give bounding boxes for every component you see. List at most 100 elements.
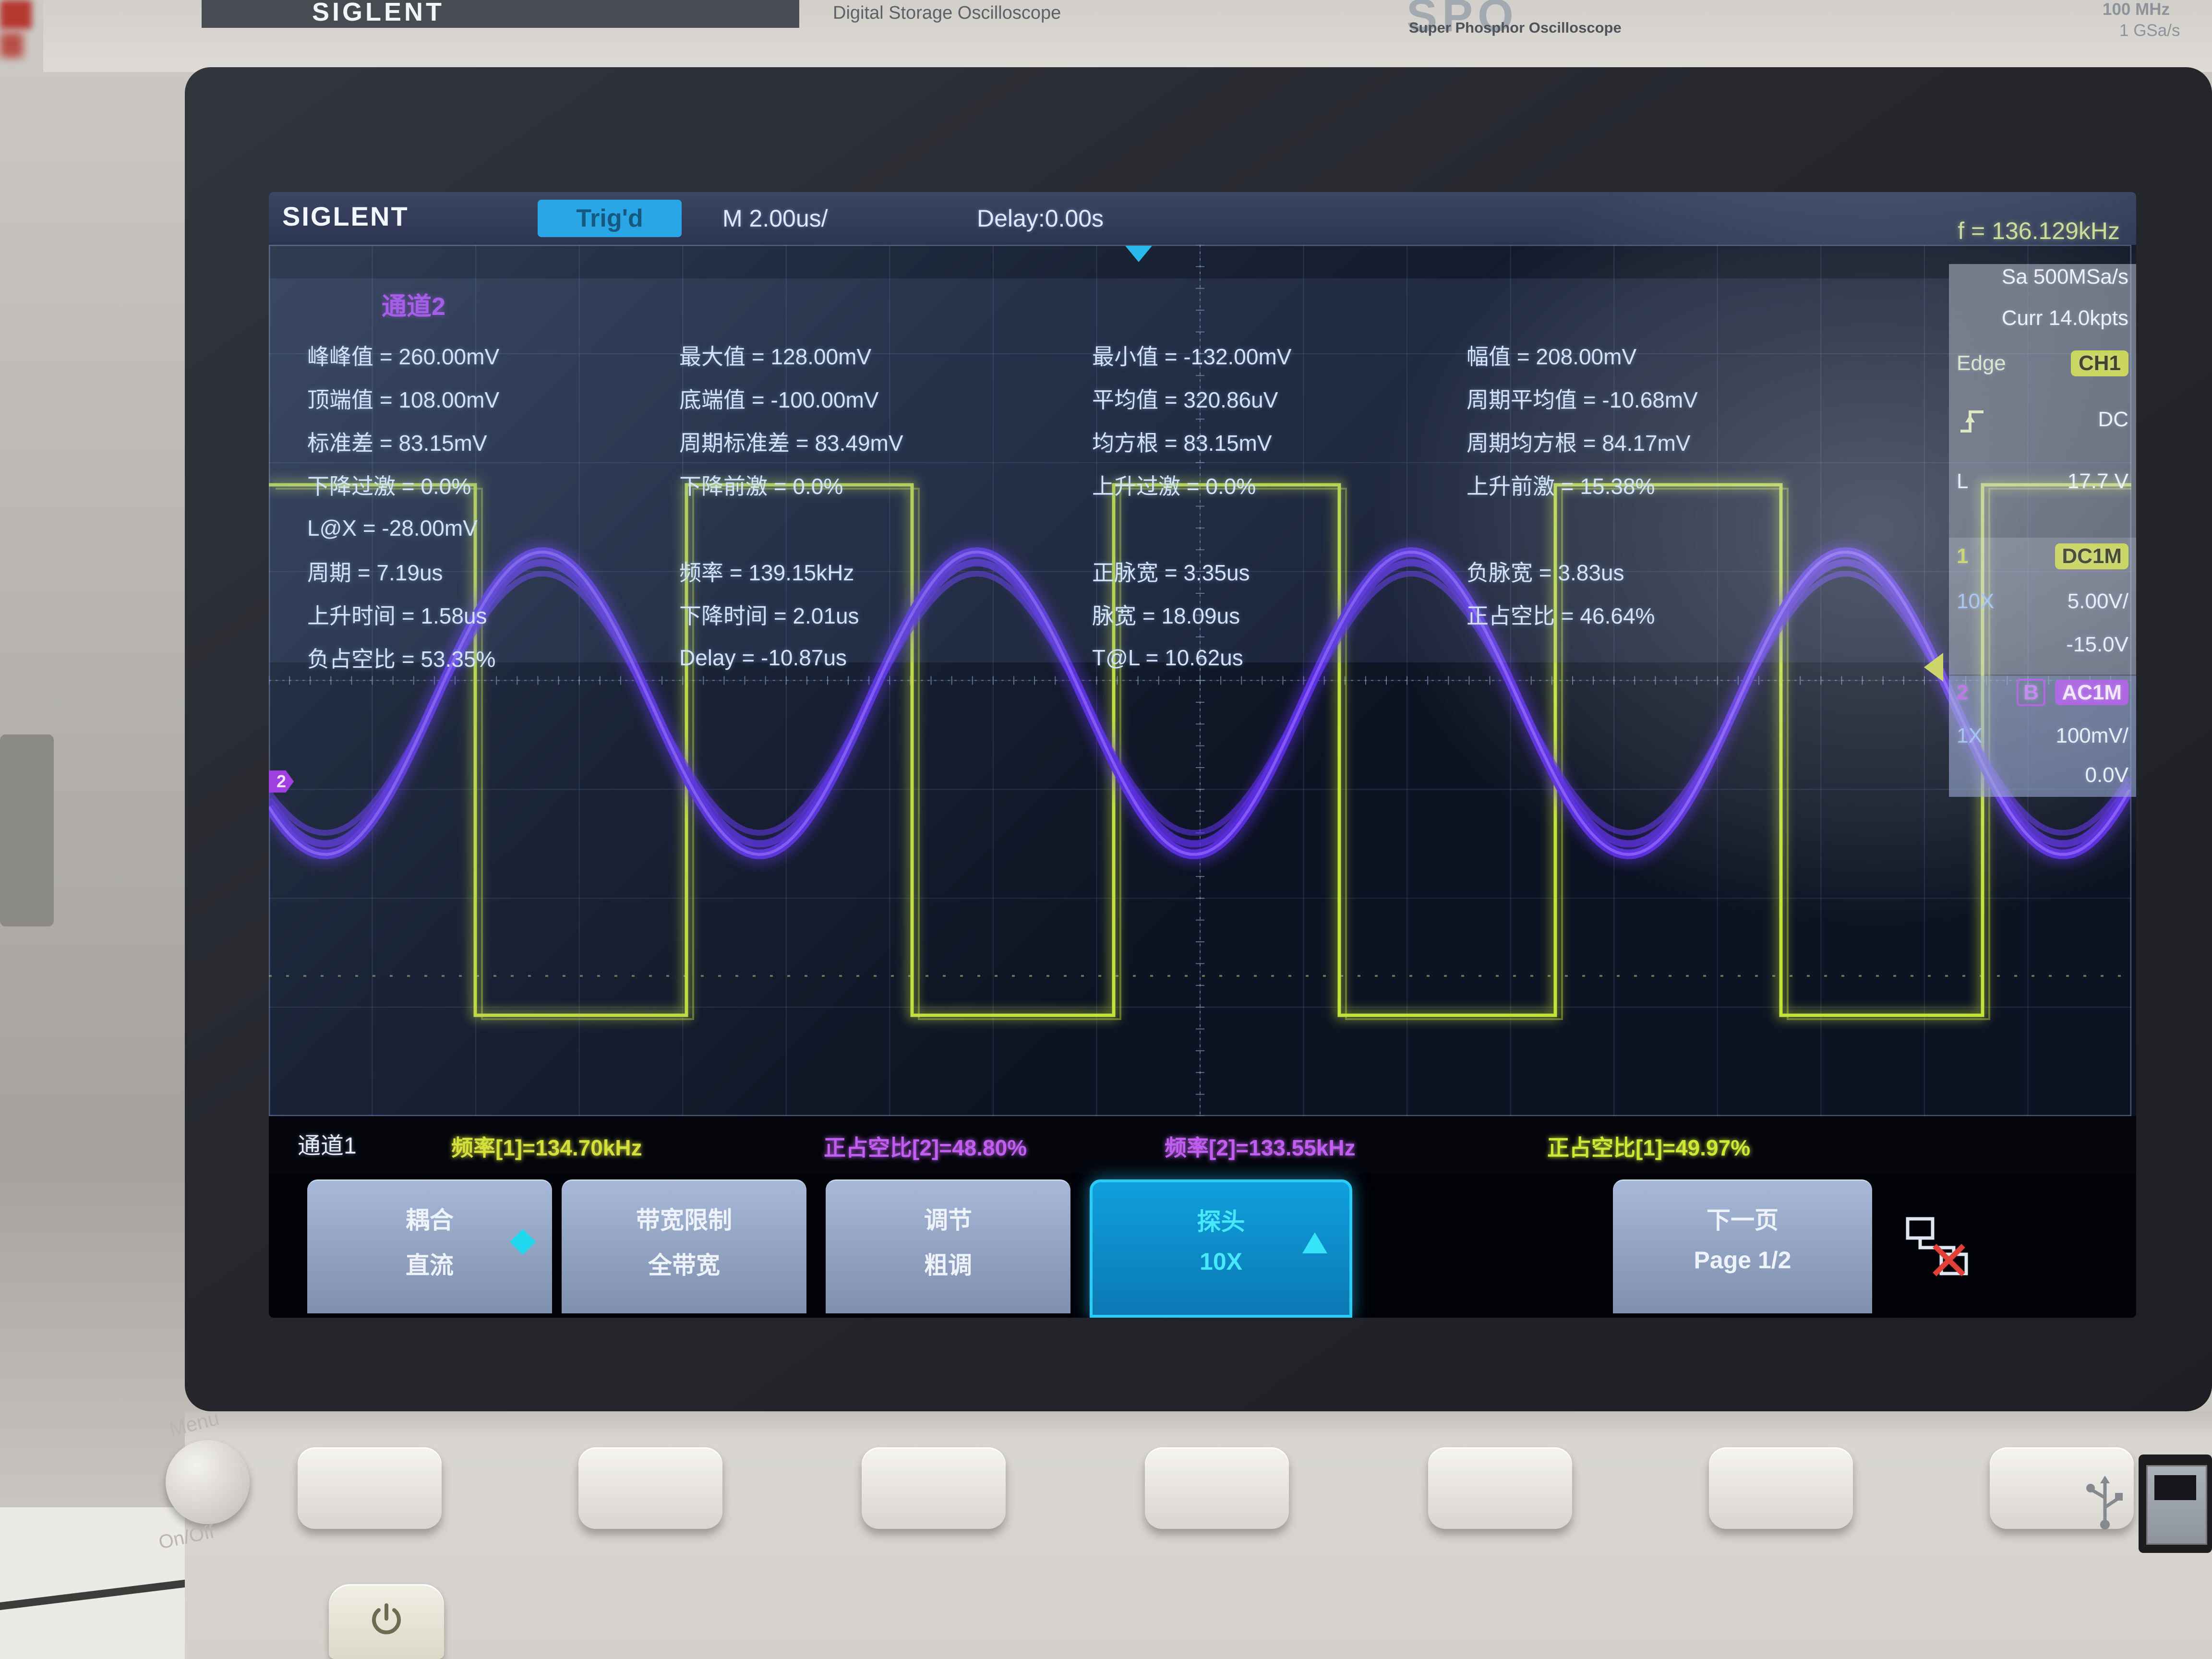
measurement-cell: 上升过激 = 0.0% [1092,474,1256,499]
ch1-number: 1 [1957,544,1969,568]
menu-softkey-label: 探头 [1197,1208,1245,1235]
softkey-menu-bar: 耦合 直流 带宽限制 全带宽 调节 粗调 探头 10X 下一页 Page 1/2 [269,1174,2136,1318]
trigger-level-value: 17.7 V [2067,469,2128,493]
samplerate-label: 1 GSa/s [2119,21,2180,40]
ch2-bandwidth-badge: B [2017,679,2046,706]
menu-softkey-5[interactable]: 下一页 Page 1/2 [1613,1179,1872,1313]
ch1-probe-attenuation: 10X [1957,589,1995,613]
lcd-screen: SIGLENT Trig'd M 2.00us/ Delay:0.00s f =… [269,192,2136,1318]
hardware-softkey-4[interactable] [1145,1447,1289,1529]
product-line-label: Digital Storage Oscilloscope [833,3,1061,23]
measurement-cell: 标准差 = 83.15mV [307,431,487,456]
measurements-grid: 峰峰值 = 260.00mV 最大值 = 128.00mV 最小值 = -132.0… [307,334,1939,679]
measurement-readout: 正占空比[1]=49.97% [1547,1135,1751,1160]
measurement-readout: 频率[2]=133.55kHz [1165,1135,1356,1160]
measurement-cell: 周期 = 7.19us [307,560,443,585]
background-red-object [0,33,23,58]
measurement-cell: 正脉宽 = 3.35us [1092,560,1250,585]
measurement-cell: 周期平均值 = -10.68mV [1467,387,1698,412]
ch1-info-box[interactable]: 1 DC1M 10X 5.00V/ -15.0V [1949,538,2136,674]
menu-softkey-2[interactable]: 带宽限制 全带宽 [562,1179,806,1313]
hardware-softkey-6[interactable] [1709,1447,1853,1529]
measurement-cell: 幅值 = 208.00mV [1467,344,1637,369]
ch1-scale: 5.00V/ [2067,589,2128,613]
ch2-number: 2 [1957,681,1969,704]
delay-readout[interactable]: Delay:0.00s [977,205,1104,232]
measurement-cell: 最小值 = -132.00mV [1092,344,1292,369]
ch2-probe-attenuation: 1X [1957,724,1983,747]
memory-depth: Curr 14.0kpts [2001,306,2128,330]
instrument-top-plate: SIGLENT Digital Storage Oscilloscope SPO… [43,0,2212,72]
background-object [0,734,54,926]
measurement-cell: 最大值 = 128.00mV [679,344,872,369]
trigger-status-badge[interactable]: Trig'd [538,200,682,237]
hardware-softkey-2[interactable] [578,1447,722,1529]
menu-onoff-button[interactable] [166,1440,250,1524]
menu-softkey-label: 耦合 [406,1207,454,1234]
spo-logo: SPO [1407,0,1518,41]
measurement-overlay-background [269,278,1949,662]
usb-metal-shell [2146,1465,2207,1545]
brand-logo: SIGLENT [312,0,445,26]
adjust-arrow-icon [1302,1232,1327,1253]
menu-softkey-value: 粗调 [924,1252,972,1279]
measurement-cell: 下降前激 = 0.0% [679,474,843,499]
measurement-cell: Delay = -10.87us [679,645,847,670]
measurement-cell: 频率 = 139.15kHz [679,560,854,585]
measurement-row: 上升时间 = 1.58us 下降时间 = 2.01us 脉宽 = 18.09us 正占… [307,593,1939,636]
lan-network-icon [1906,1217,1968,1276]
trigger-source-badge: CH1 [2070,350,2128,376]
menu-softkey-label: 调节 [924,1207,972,1234]
measurement-channel-title: 通道2 [382,293,445,321]
timebase-readout[interactable]: M 2.00us/ [722,205,828,232]
ch2-coupling-badge: AC1M [2055,680,2128,705]
usb-symbol-icon [2086,1476,2123,1529]
trigger-level-label: L [1957,469,1969,493]
hardware-softkey-3[interactable] [862,1447,1006,1529]
measurement-cell: 底端值 = -100.00mV [679,387,879,412]
measurement-cell: 上升前激 = 15.38% [1467,474,1655,499]
ch2-info-box[interactable]: 2 B AC1M 1X 100mV/ 0.0V [1949,676,2136,797]
power-button[interactable] [329,1584,444,1659]
menu-softkey-4[interactable]: 探头 10X [1090,1179,1352,1318]
ch1-offset: -15.0V [2066,633,2128,656]
screen-brand-logo: SIGLENT [282,201,409,231]
measurement-row: 下降过激 = 0.0% 下降前激 = 0.0% 上升过激 = 0.0% 上升前激 = … [307,463,1939,506]
background-red-object [0,0,32,29]
measurement-row: 峰峰值 = 260.00mV 最大值 = 128.00mV 最小值 = -132.0… [307,334,1939,377]
trigger-level-marker [1924,653,1943,682]
hardware-softkey-7[interactable] [1990,1447,2134,1529]
measurement-row: 周期 = 7.19us 频率 = 139.15kHz 正脉宽 = 3.35us 负脉宽… [307,550,1939,593]
measurement-cell: T@L = 10.62us [1092,645,1243,670]
bandwidth-label: 100 MHz [2103,0,2170,19]
measurement-cell: 负脉宽 = 3.83us [1467,560,1624,585]
hardware-softkey-5[interactable] [1428,1447,1572,1529]
measurement-row: L@X = -28.00mV [307,506,1939,550]
measurement-cell: 上升时间 = 1.58us [307,603,487,628]
measurement-cell: 顶端值 = 108.00mV [307,387,500,412]
measurement-cell: 下降时间 = 2.01us [679,603,859,628]
trigger-coupling: DC [2098,408,2128,431]
menu-softkey-label: 带宽限制 [636,1207,732,1234]
acquisition-sample-rate: Sa 500MSa/s [2001,265,2128,289]
usb-tongue [2154,1475,2196,1500]
menu-softkey-1[interactable]: 耦合 直流 [307,1179,552,1313]
measurement-cell: 正占空比 = 46.64% [1467,603,1655,628]
measurement-cell: L@X = -28.00mV [307,516,478,541]
measurement-row: 标准差 = 83.15mV 周期标准差 = 83.49mV 均方根 = 83.15m… [307,420,1939,463]
trigger-position-marker [1125,246,1152,262]
hardware-frequency-counter: f = 136.129kHz [1958,217,2120,244]
measurement-cell: 负占空比 = 53.35% [307,647,496,672]
hardware-softkey-1[interactable] [298,1447,442,1529]
measurement-readout: 正占空比[2]=48.80% [824,1135,1027,1160]
waveform-graticule [269,245,2131,1116]
menu-softkey-value: 直流 [406,1252,454,1279]
measurement-cell: 下降过激 = 0.0% [307,474,471,499]
ch1-channel-label: 通道1 [298,1133,357,1159]
spo-subtitle: Super Phosphor Oscilloscope [1409,19,1622,36]
measurement-cell: 平均值 = 320.86uV [1092,387,1278,412]
menu-softkey-value: 全带宽 [648,1252,720,1279]
menu-softkey-label: 下一页 [1707,1207,1779,1234]
menu-softkey-3[interactable]: 调节 粗调 [826,1179,1070,1313]
